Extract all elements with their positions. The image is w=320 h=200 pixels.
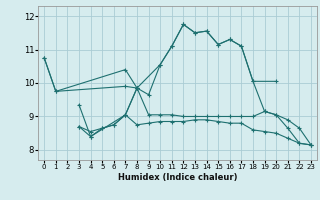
X-axis label: Humidex (Indice chaleur): Humidex (Indice chaleur): [118, 173, 237, 182]
